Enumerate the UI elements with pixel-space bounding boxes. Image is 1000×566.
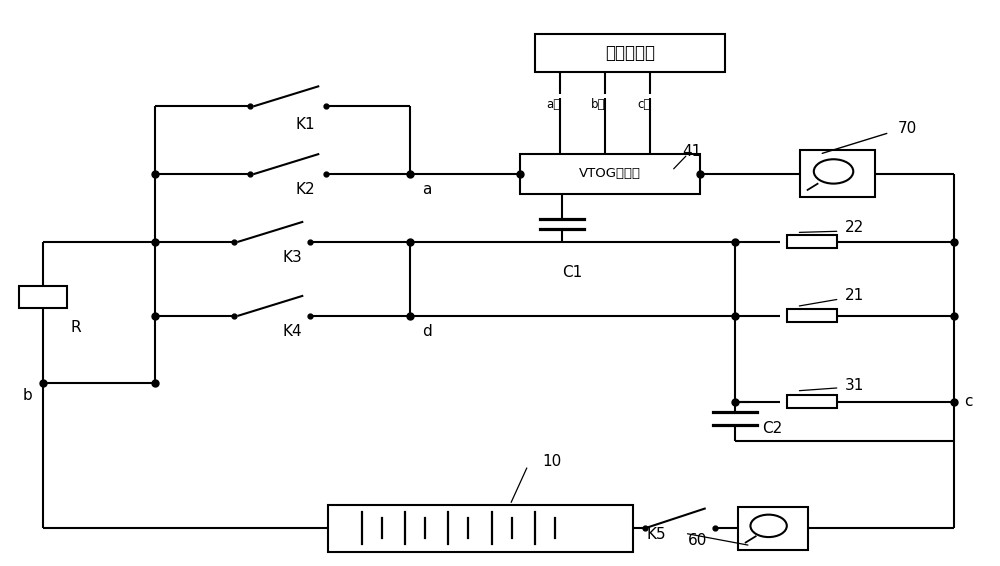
Text: VTOG控制器: VTOG控制器 [579,168,641,181]
Text: a相: a相 [546,98,560,111]
Bar [19,286,67,308]
Bar [738,507,808,550]
Bar [328,505,633,552]
Text: K4: K4 [282,324,302,338]
Text: 交流充电柜: 交流充电柜 [605,44,655,62]
Text: 41: 41 [682,144,701,158]
Text: a: a [422,182,431,197]
Text: R: R [70,320,81,336]
Text: 21: 21 [845,288,864,303]
Text: 70: 70 [898,121,917,136]
Bar [787,396,837,409]
Text: K1: K1 [295,117,315,131]
Text: d: d [422,324,432,338]
Bar [787,235,837,248]
Text: C1: C1 [562,264,582,280]
Text: b相: b相 [591,98,605,111]
Text: c相: c相 [638,98,651,111]
Text: 31: 31 [845,378,864,393]
Text: C2: C2 [762,421,782,436]
Bar [800,151,875,198]
Text: 10: 10 [542,454,562,469]
Text: c: c [964,395,973,409]
Bar [520,153,700,194]
Bar [535,34,725,72]
Text: b: b [23,388,33,403]
Text: K5: K5 [647,527,667,542]
Text: 22: 22 [845,220,864,235]
Text: K2: K2 [295,182,315,197]
Text: K3: K3 [282,250,302,265]
Text: 60: 60 [688,533,707,548]
Bar [787,309,837,322]
